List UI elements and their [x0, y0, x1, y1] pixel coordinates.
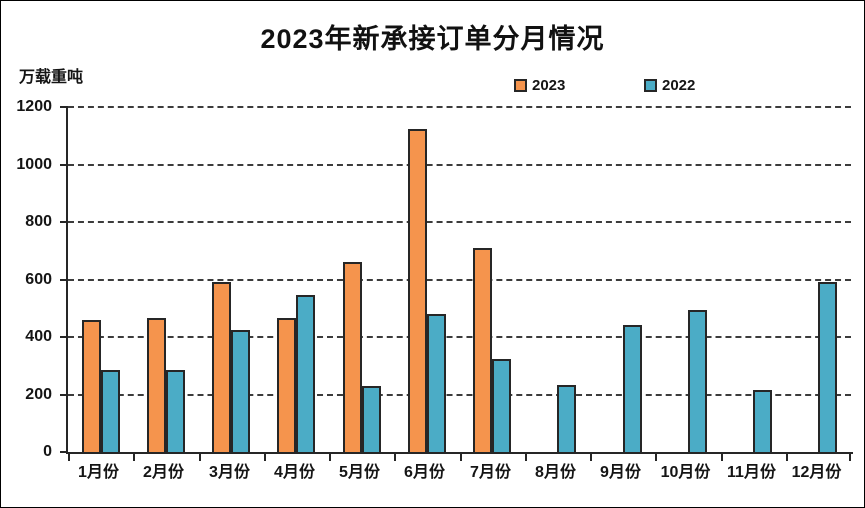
x-tick-mark-1 [68, 454, 70, 461]
x-tick-mark-7 [460, 454, 462, 461]
gridline-200 [68, 393, 851, 396]
y-tick-mark-400 [60, 336, 68, 338]
bar-2023-2月份 [147, 318, 166, 452]
legend-label-2023: 2023 [532, 77, 566, 94]
y-tick-label-1200: 1200 [16, 98, 52, 115]
legend-item-2023: 2023 [514, 77, 565, 94]
bar-2023-6月份 [408, 129, 427, 452]
bar-2022-9月份 [623, 325, 642, 452]
bar-2022-8月份 [557, 385, 576, 452]
x-tick-label-8: 8月份 [535, 464, 576, 481]
y-tick-label-200: 200 [25, 385, 52, 403]
bar-2023-5月份 [343, 262, 362, 452]
gridline-400 [68, 336, 851, 338]
legend: 2023 2022 [1, 77, 864, 95]
x-tick-mark-9 [590, 454, 592, 461]
x-tick-mark-4 [264, 454, 266, 461]
bar-2023-3月份 [212, 282, 231, 452]
bar-2022-11月份 [753, 390, 772, 452]
chart-title: 2023年新承接订单分月情况 [260, 24, 605, 54]
bar-2023-4月份 [277, 318, 296, 452]
bar-2023-1月份 [82, 320, 101, 452]
x-tick-label-2: 2月份 [143, 464, 184, 481]
bar-2022-5月份 [362, 386, 381, 452]
x-tick-label-10: 10月份 [660, 464, 711, 481]
y-tick-mark-800 [60, 221, 68, 223]
x-tick-label-6: 6月份 [404, 464, 445, 481]
x-tick-mark-8 [525, 454, 527, 461]
gridline-1200 [68, 106, 851, 108]
x-tick-label-7: 7月份 [470, 464, 511, 481]
bar-2023-7月份 [473, 248, 492, 452]
x-tick-mark-6 [394, 454, 396, 461]
y-tick-mark-600 [60, 278, 68, 281]
x-tick-label-4: 4月份 [274, 464, 315, 481]
x-tick-mark-5 [329, 454, 331, 461]
x-tick-mark-12 [786, 454, 788, 461]
bar-2022-2月份 [166, 370, 185, 452]
x-tick-label-9: 9月份 [600, 464, 641, 481]
y-tick-label-800: 800 [25, 213, 52, 230]
gridline-1000 [68, 163, 851, 166]
y-tick-label-600: 600 [25, 270, 52, 288]
y-tick-label-400: 400 [25, 328, 52, 345]
x-axis-line [66, 452, 853, 454]
x-tick-label-5: 5月份 [339, 464, 380, 481]
bar-2022-12月份 [818, 282, 837, 452]
legend-swatch-2023 [514, 79, 527, 92]
y-tick-mark-1200 [60, 106, 68, 108]
y-tick-label-0: 0 [43, 443, 52, 460]
y-axis-unit-label: 万载重吨 [19, 69, 84, 86]
bar-2022-10月份 [688, 310, 707, 452]
legend-label-2022: 2022 [662, 77, 696, 94]
x-tick-label-3: 3月份 [209, 464, 250, 481]
x-tick-label-1: 1月份 [78, 464, 119, 481]
x-tick-mark-11 [721, 454, 723, 461]
bar-2022-6月份 [427, 314, 446, 452]
gridline-800 [68, 221, 851, 223]
x-tick-mark-end [849, 454, 851, 461]
legend-swatch-2022 [644, 79, 657, 92]
y-tick-mark-1000 [60, 163, 68, 166]
bar-2022-4月份 [296, 295, 315, 452]
y-tick-mark-200 [60, 393, 68, 396]
bar-2022-7月份 [492, 359, 511, 452]
x-tick-label-11: 11月份 [727, 464, 776, 481]
y-tick-mark-0 [60, 451, 68, 453]
gridline-600 [68, 278, 851, 281]
x-tick-mark-2 [133, 454, 135, 461]
legend-item-2022: 2022 [644, 77, 695, 94]
x-tick-mark-10 [655, 454, 657, 461]
plot-area [60, 106, 853, 461]
bar-2022-1月份 [101, 370, 120, 452]
y-tick-label-1000: 1000 [16, 155, 52, 173]
x-tick-mark-3 [199, 454, 201, 461]
bar-2022-3月份 [231, 330, 250, 452]
x-tick-label-12: 12月份 [791, 464, 842, 481]
